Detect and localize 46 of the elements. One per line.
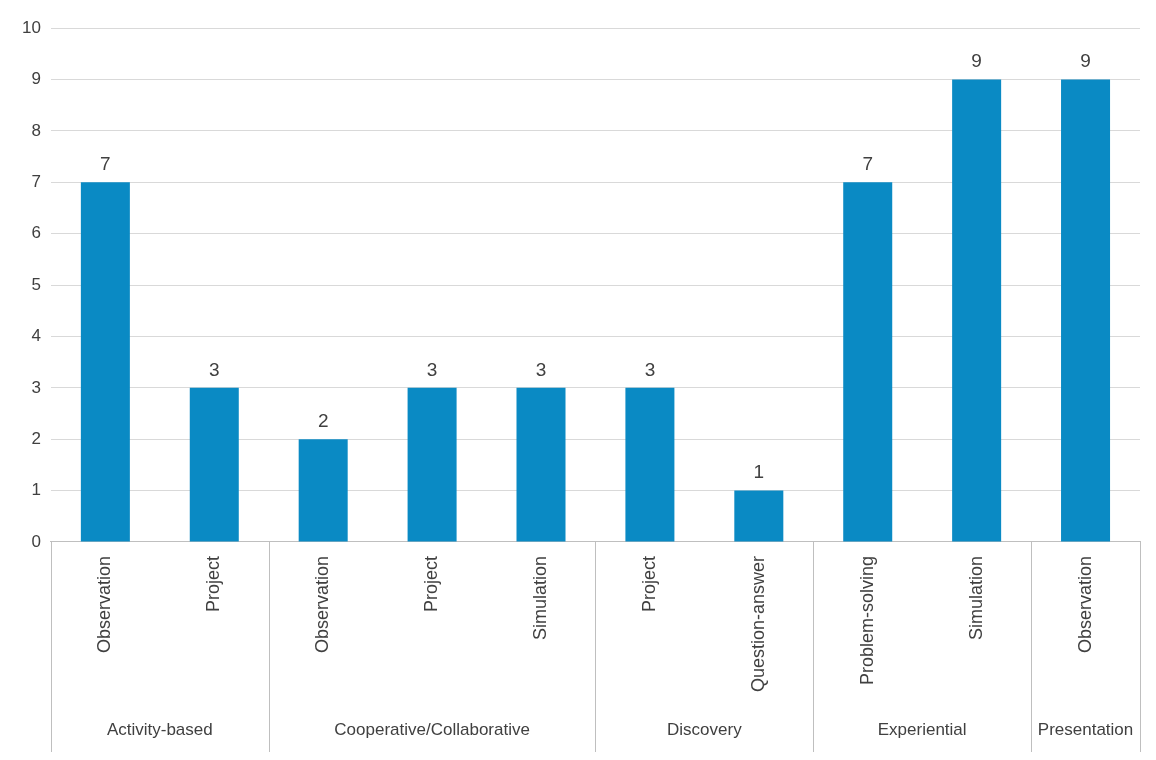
data-label: 3 [644, 358, 656, 380]
text: Discovery [667, 719, 743, 739]
x-tick-label: Observation [94, 555, 115, 653]
data-label: 3 [208, 358, 220, 380]
x-tick-label: Problem-solving [856, 555, 877, 685]
x-tick-label: Observation [1074, 555, 1095, 653]
y-tick-label: 7 [31, 172, 41, 192]
x-tick-label: Project [203, 555, 224, 612]
bar [625, 387, 675, 542]
y-tick-label: 1 [31, 480, 41, 500]
bar [407, 387, 457, 542]
text: Cooperative/Collaborative [334, 719, 530, 739]
data-label: 2 [317, 409, 329, 431]
y-tick-label: 5 [31, 274, 41, 294]
x-tick-label: Simulation [965, 555, 986, 640]
y-tick-label: 4 [31, 326, 41, 346]
bar [1061, 79, 1111, 542]
text: Experiential [877, 719, 967, 739]
data-label: 3 [426, 358, 438, 380]
y-tick-label: 2 [31, 428, 41, 448]
y-tick-label: 0 [31, 531, 41, 551]
data-label: 9 [1080, 50, 1091, 72]
x-tick-label: Project [421, 555, 442, 612]
text: Activity-based [106, 719, 213, 739]
x-tick-label: Question-answer [747, 555, 768, 693]
bar [843, 182, 893, 542]
data-label: 7 [862, 153, 874, 175]
data-label: 3 [535, 358, 547, 380]
bar [516, 387, 566, 542]
bar [952, 79, 1002, 542]
x-tick-label: Simulation [529, 555, 550, 640]
data-label: 1 [753, 461, 765, 483]
bar [80, 182, 130, 542]
x-tick-label: Observation [312, 555, 333, 653]
data-label: 9 [971, 50, 982, 72]
y-tick-label: 9 [31, 69, 41, 89]
data-label: 7 [100, 153, 111, 175]
y-tick-label: 10 [21, 17, 41, 37]
y-tick-label: 8 [31, 120, 41, 140]
text: Presentation [1037, 719, 1134, 739]
x-tick-label: Project [638, 555, 659, 612]
y-tick-label: 3 [31, 377, 41, 397]
bar [298, 439, 348, 542]
bar [734, 490, 784, 542]
bar [189, 387, 239, 542]
y-tick-label: 6 [31, 223, 41, 243]
